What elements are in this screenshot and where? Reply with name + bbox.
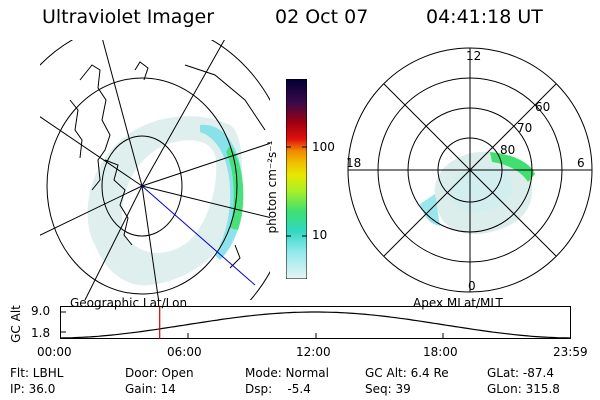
time-tick-2359: 23:59 <box>553 345 588 359</box>
mlt-label-6: 6 <box>577 156 585 170</box>
altitude-curve <box>60 311 571 339</box>
mode-info: Mode: Normal <box>245 366 329 380</box>
colorbar-unit-label: photon cm⁻²s⁻¹ <box>265 140 279 234</box>
colorbar <box>285 78 308 280</box>
mlat-label-70: 70 <box>517 121 532 135</box>
geo-aurora-image <box>87 116 244 286</box>
mlat-label-60: 60 <box>535 100 550 114</box>
altitude-ytick-top: 9.0 <box>31 304 51 318</box>
apex-mlt-lines <box>348 48 592 292</box>
instrument-title: Ultraviolet Imager <box>42 6 215 28</box>
orbit-track-line <box>141 185 256 286</box>
door-info: Door: Open <box>125 366 194 380</box>
altitude-ytick-bottom: 1.8 <box>31 326 51 340</box>
time-tick-1800: 18:00 <box>423 345 458 359</box>
geo-latitude-circles <box>40 40 270 300</box>
apex-aurora-image <box>420 151 535 235</box>
image-date: 02 Oct 07 <box>275 6 369 28</box>
geographic-map-panel <box>40 40 270 300</box>
altitude-plot <box>60 306 571 339</box>
mlt-label-18: 18 <box>346 156 361 170</box>
glon-info: GLon: 315.8 <box>487 382 560 396</box>
dsp-info: Dsp: -5.4 <box>245 382 311 396</box>
gain-info: Gain: 14 <box>125 382 176 396</box>
ip-info: IP: 36.0 <box>10 382 56 396</box>
coastlines <box>69 61 266 269</box>
colorbar-tick-100: 100 <box>312 140 335 154</box>
seq-info: Seq: 39 <box>365 382 411 396</box>
time-tick-1200: 12:00 <box>296 345 331 359</box>
time-tick-0600: 06:00 <box>167 345 202 359</box>
colorbar-tick-10: 10 <box>312 228 328 242</box>
glat-info: GLat: -87.4 <box>487 366 554 380</box>
geo-meridians <box>40 40 270 300</box>
image-time: 04:41:18 UT <box>426 6 543 28</box>
time-tick-0000: 00:00 <box>37 345 72 359</box>
filter-info: Flt: LBHL <box>10 366 64 380</box>
apex-polar-panel: 12 18 6 0 60 70 80 <box>346 47 593 293</box>
mlt-label-12: 12 <box>466 49 481 63</box>
gc-alt-info: GC Alt: 6.4 Re <box>365 366 449 380</box>
mlt-label-0: 0 <box>468 279 476 293</box>
altitude-ylabel: GC Alt <box>9 305 23 343</box>
mlat-label-80: 80 <box>500 143 515 157</box>
